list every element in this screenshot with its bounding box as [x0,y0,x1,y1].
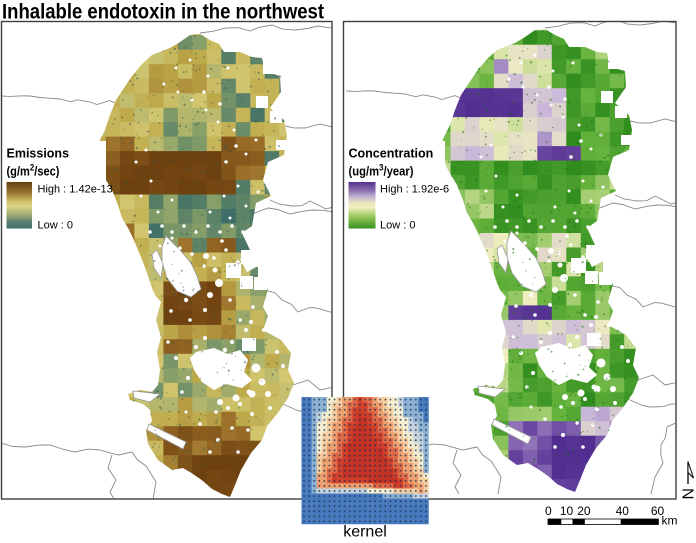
svg-text:10: 10 [560,504,574,518]
svg-text:20: 20 [577,504,591,518]
svg-text:(ug/m3/year): (ug/m3/year) [349,163,414,179]
svg-text:High : 1.92e-6: High : 1.92e-6 [380,184,449,196]
svg-text:40: 40 [616,504,630,518]
svg-text:kernel: kernel [343,524,387,539]
svg-text:High : 1.42e-13: High : 1.42e-13 [38,184,113,196]
svg-text:Emissions: Emissions [7,147,70,161]
svg-text:(g/m2/sec): (g/m2/sec) [7,163,60,179]
svg-text:Inhalable endotoxin in the nor: Inhalable endotoxin in the northwest [2,1,324,24]
svg-text:Low : 0: Low : 0 [38,220,73,232]
svg-text:0: 0 [545,504,552,518]
svg-text:km: km [662,514,678,528]
svg-text:N: N [679,488,696,500]
svg-text:60: 60 [651,504,665,518]
svg-text:Low : 0: Low : 0 [380,220,415,232]
svg-text:Concentration: Concentration [349,147,434,161]
